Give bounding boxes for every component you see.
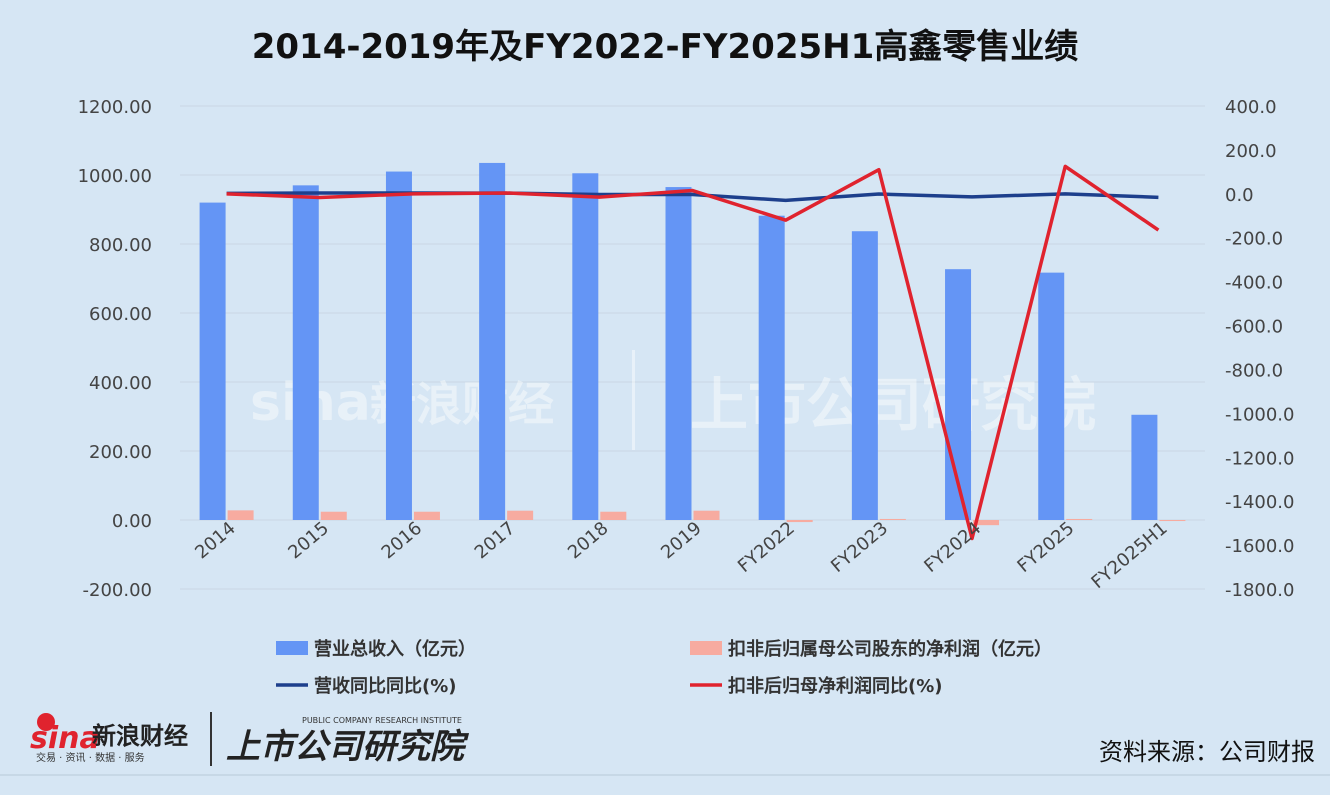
logo-divider: [210, 712, 212, 766]
legend-label: 营业总收入（亿元）: [314, 638, 476, 660]
net-profit-bar: [786, 520, 813, 523]
right-axis-ticks: 400.0 200.0 0.0 -200.0 -400.0 -600.0 -800.0 -10…: [1225, 97, 1294, 601]
category-label: FY2025H1: [1088, 518, 1172, 593]
right-tick-label: -1400.0: [1225, 492, 1294, 513]
institute-logo-en: PUBLIC COMPANY RESEARCH INSTITUTE: [302, 716, 462, 725]
sina-eye-icon: [37, 713, 55, 731]
category-labels: 2014 2015 2016 2017 2018 2019 FY2022 FY2023 FY20…: [191, 518, 1171, 593]
legend-label: 扣非后归母净利润同比(%): [728, 675, 943, 697]
category-label: 2017: [471, 518, 520, 564]
sina-logo-sub: 交易 · 资讯 · 数据 · 服务: [36, 751, 145, 764]
net-profit-bar: [320, 511, 347, 520]
left-tick-label: 1000.00: [78, 166, 152, 187]
left-tick-label: 200.00: [89, 442, 152, 463]
revenue-bar: [1131, 414, 1158, 520]
legend-label: 扣非后归属母公司股东的净利润（亿元）: [728, 638, 1052, 660]
net-profit-yoy-line: [226, 164, 1160, 541]
net-profit-bar: [1066, 518, 1093, 520]
category-label: 2014: [191, 518, 240, 564]
category-label: FY2025: [1013, 518, 1078, 577]
left-tick-label: -200.00: [83, 580, 152, 601]
category-label: 2018: [564, 518, 613, 564]
left-tick-label: 400.00: [89, 373, 152, 394]
revenue-bar: [385, 171, 412, 521]
category-label: FY2023: [827, 518, 892, 577]
net-profit-bar: [1159, 520, 1186, 522]
left-tick-label: 800.00: [89, 235, 152, 256]
revenue-bar: [665, 187, 692, 520]
right-tick-label: 400.0: [1225, 97, 1277, 118]
net-profit-bar: [879, 518, 906, 520]
revenue-bar: [479, 162, 506, 521]
chart-title: 2014-2019年及FY2022-FY2025H1高鑫零售业绩: [252, 27, 1079, 67]
category-label: FY2024: [920, 518, 985, 577]
institute-logo: PUBLIC COMPANY RESEARCH INSTITUTE 上市公司研究…: [226, 716, 470, 767]
institute-logo-cn: 上市公司研究院: [226, 727, 470, 767]
right-tick-label: -1000.0: [1225, 404, 1294, 425]
right-tick-label: -600.0: [1225, 317, 1283, 338]
net-profit-bar: [973, 520, 1000, 526]
right-tick-label: -200.0: [1225, 229, 1283, 250]
watermark-institute: 上市公司研究院: [690, 371, 1096, 439]
sina-logo-brand: sina: [30, 721, 100, 756]
left-axis-ticks: 1200.00 1000.00 800.00 600.00 400.00 200.00 0.…: [78, 97, 152, 601]
net-profit-bar: [507, 510, 534, 520]
category-label: 2016: [378, 518, 427, 564]
category-label: 2015: [284, 518, 333, 564]
revenue-bar: [292, 185, 319, 520]
net-profit-bar: [413, 511, 440, 520]
legend: 营业总收入（亿元） 扣非后归属母公司股东的净利润（亿元） 营收同比同比(%) 扣非后归…: [276, 638, 1052, 697]
sina-logo-cn: 新浪财经: [92, 722, 188, 750]
right-tick-label: -1200.0: [1225, 448, 1294, 469]
source-label: 资料来源：公司财报: [1099, 738, 1315, 766]
grid-lines: [180, 105, 1205, 590]
revenue-bar: [572, 173, 599, 520]
legend-label: 营收同比同比(%): [314, 675, 457, 697]
revenue-bar: [851, 231, 878, 521]
legend-swatch: [276, 641, 308, 655]
category-label: 2019: [657, 518, 706, 564]
right-tick-label: 200.0: [1225, 141, 1277, 162]
revenue-bar: [199, 202, 226, 520]
right-tick-label: -800.0: [1225, 360, 1283, 381]
left-tick-label: 0.00: [112, 511, 152, 532]
right-tick-label: -1800.0: [1225, 580, 1294, 601]
net-profit-bar: [600, 511, 627, 520]
net-profit-bar: [693, 510, 720, 520]
sina-logo: sina 新浪财经 交易 · 资讯 · 数据 · 服务: [30, 713, 188, 764]
bars: [199, 162, 1186, 526]
legend-swatch: [690, 641, 722, 655]
right-tick-label: -400.0: [1225, 273, 1283, 294]
left-tick-label: 600.00: [89, 304, 152, 325]
revenue-bar: [758, 215, 785, 520]
left-tick-label: 1200.00: [78, 97, 152, 118]
revenue-bar: [1038, 272, 1065, 520]
right-tick-label: -1600.0: [1225, 536, 1294, 557]
category-label: FY2022: [734, 518, 799, 577]
right-tick-label: 0.0: [1225, 185, 1254, 206]
lines: [226, 164, 1160, 541]
net-profit-bar: [227, 510, 254, 520]
revenue-yoy-line: [226, 191, 1159, 203]
